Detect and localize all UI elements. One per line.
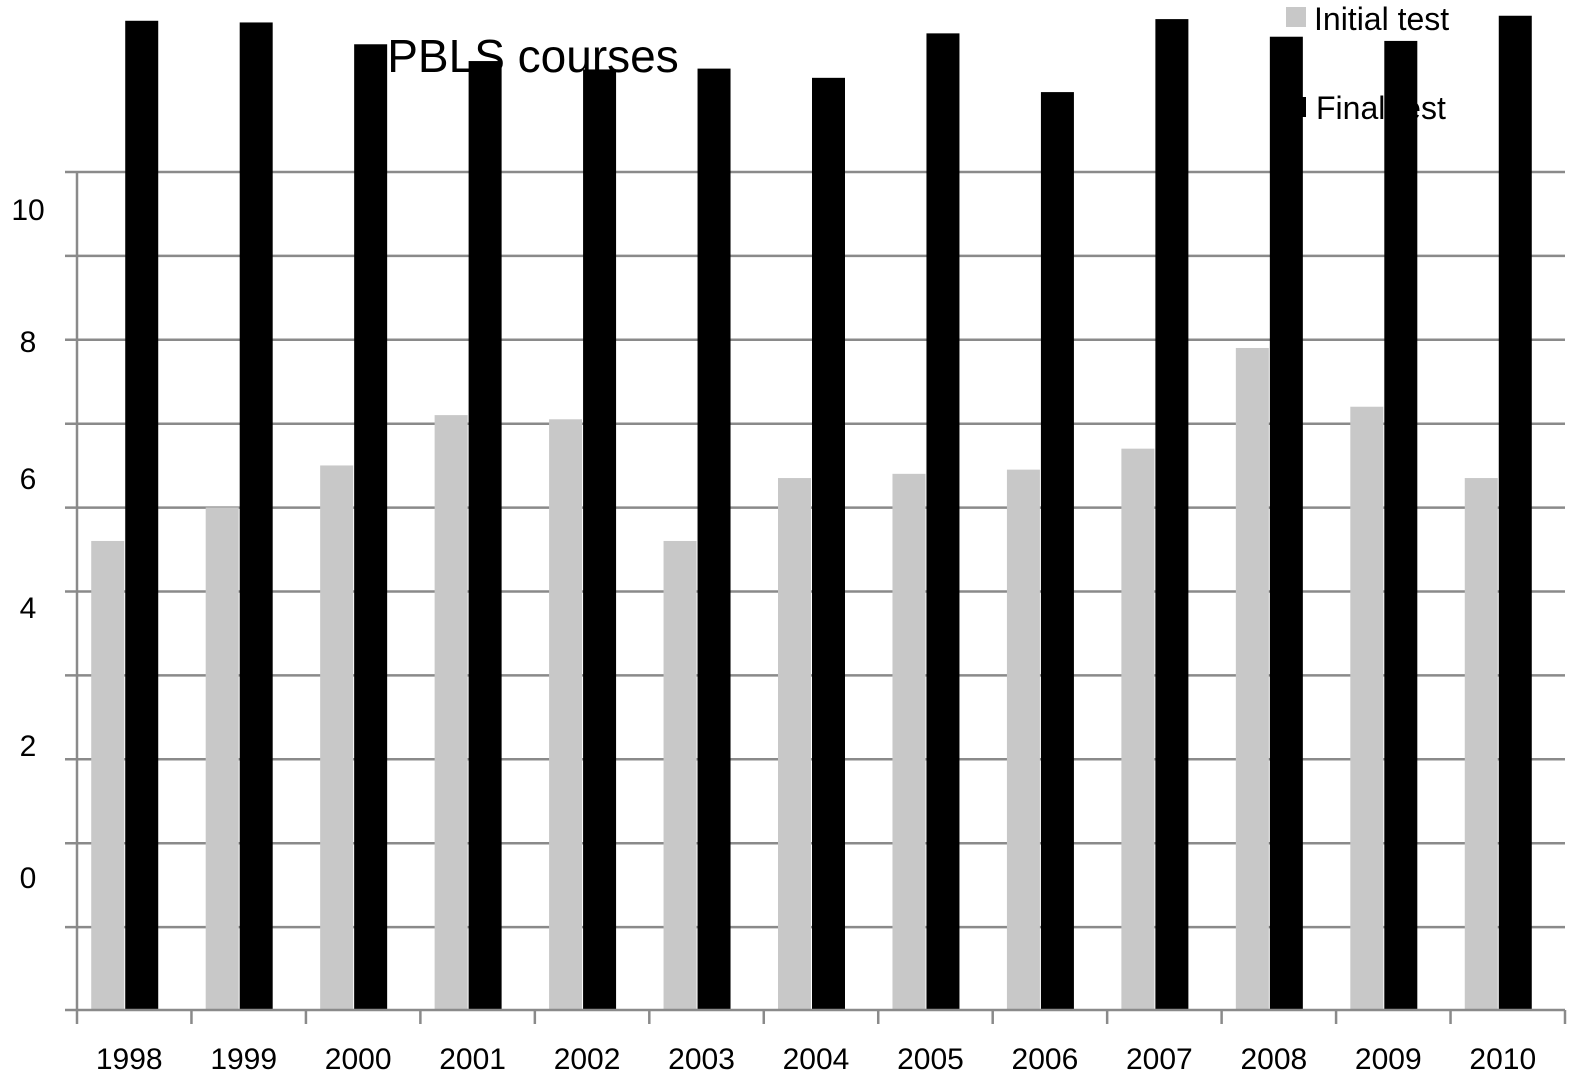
bar-initial-2005 [892,473,926,1011]
y-axis-tick-labels: 0 2 4 6 8 10 [11,194,44,895]
axes [65,172,1567,1024]
bar-final-2001 [468,61,502,1010]
bars [91,15,1532,1011]
y-tick-label: 4 [20,592,37,625]
bar-final-2009 [1384,40,1418,1010]
x-tick-label: 2001 [439,1043,506,1076]
bar-final-2004 [812,77,845,1010]
legend-swatch-initial [1286,7,1306,27]
x-tick-label: 2010 [1469,1043,1536,1076]
x-tick-label: 1998 [96,1043,163,1076]
x-tick-label: 2006 [1012,1043,1079,1076]
bar-initial-2007 [1121,448,1155,1010]
bar-final-2003 [697,68,731,1010]
bar-initial-2009 [1350,406,1384,1011]
bar-initial-2010 [1464,478,1498,1010]
y-tick-label: 6 [20,463,37,496]
x-tick-label: 2003 [668,1043,735,1076]
bar-final-1998 [125,20,159,1010]
x-axis-tick-labels: 1998 1999 2000 2001 2002 2003 2004 2005 2006 2007… [96,1043,1536,1076]
bar-final-1999 [239,22,273,1010]
bar-initial-2008 [1235,347,1269,1010]
legend-label-initial: Initial test [1314,1,1449,37]
bar-final-2010 [1498,15,1532,1011]
bar-initial-2002 [549,419,583,1010]
x-tick-label: 2004 [783,1043,850,1076]
y-tick-label: 10 [11,194,44,227]
x-tick-label: 2008 [1240,1043,1307,1076]
bar-final-2007 [1155,19,1189,1011]
x-tick-label: 2007 [1126,1043,1193,1076]
bar-initial-2006 [1006,469,1040,1010]
bar-final-2006 [1040,92,1074,1011]
bar-final-2002 [583,69,617,1010]
y-tick-label: 8 [20,326,37,359]
x-tick-label: 2002 [554,1043,621,1076]
bar-final-2005 [926,33,960,1011]
bar-final-2000 [354,44,388,1011]
legend-label-final: Final test [1316,90,1446,126]
bar-initial-1998 [91,540,125,1010]
legend: Initial test Final test [1286,1,1449,126]
x-tick-label: 1999 [210,1043,277,1076]
bar-initial-2000 [320,465,354,1010]
bar-final-2008 [1269,36,1303,1010]
y-tick-label: 2 [20,730,37,763]
bar-initial-2004 [778,478,811,1010]
chart-title: PBLS courses [387,30,678,82]
x-tick-label: 2009 [1355,1043,1422,1076]
x-tick-label: 2005 [897,1043,964,1076]
bar-initial-2003 [663,540,697,1010]
bar-initial-1999 [205,507,239,1010]
y-tick-label: 0 [20,862,37,895]
bar-initial-2001 [434,415,468,1010]
x-tick-label: 2000 [325,1043,392,1076]
